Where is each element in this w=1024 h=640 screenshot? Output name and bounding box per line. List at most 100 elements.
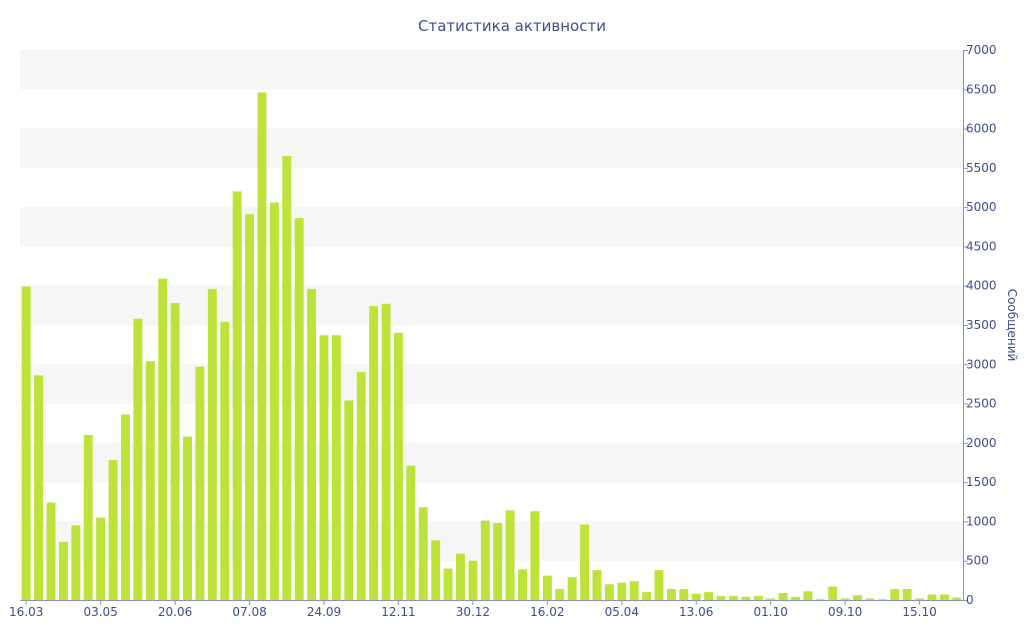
x-axis-ticks: 16.03 03.05 20.06 07.08 24.09 12.11 30.12 16.02… — [9, 600, 937, 619]
bar — [307, 288, 317, 600]
bar — [158, 278, 168, 600]
bar — [555, 589, 565, 600]
bar — [815, 599, 825, 600]
y-tick-label: 6000 — [966, 122, 997, 136]
bar — [567, 577, 577, 600]
bar — [480, 520, 490, 600]
bar — [406, 465, 416, 600]
x-tick-label: 16.02 — [530, 605, 564, 619]
bar — [927, 594, 937, 600]
bar — [431, 540, 441, 600]
bar — [704, 592, 714, 600]
x-tick-label: 16.03 — [9, 605, 43, 619]
bar — [604, 584, 614, 600]
bar — [890, 589, 900, 600]
bar — [121, 414, 130, 600]
bar — [331, 335, 341, 600]
bar — [443, 568, 453, 600]
bar — [393, 332, 403, 600]
bar — [580, 524, 590, 600]
bar — [207, 288, 217, 600]
y-tick-label: 2000 — [966, 436, 997, 450]
bar — [493, 523, 503, 600]
bar — [83, 435, 93, 600]
y-tick-label: 1500 — [966, 475, 997, 489]
bar — [592, 570, 602, 600]
bar — [828, 586, 838, 600]
y-tick-label: 4000 — [966, 279, 997, 293]
y-tick-label: 5000 — [966, 200, 997, 214]
bar — [21, 286, 31, 600]
bar — [629, 581, 639, 600]
y-tick-label: 4500 — [966, 239, 997, 253]
bar — [691, 593, 701, 600]
y-tick-label: 5500 — [966, 161, 997, 175]
grid-band — [20, 128, 963, 168]
bar — [46, 502, 56, 600]
grid-band — [20, 207, 963, 247]
bar — [542, 575, 552, 600]
y-axis-label: Сообщений — [1005, 289, 1019, 362]
bar — [716, 596, 726, 600]
bar — [282, 156, 292, 600]
bar — [741, 596, 751, 600]
bar — [294, 218, 304, 600]
bar — [170, 303, 180, 600]
x-tick-label: 07.08 — [232, 605, 266, 619]
x-tick-label: 05.04 — [605, 605, 639, 619]
bar — [195, 366, 205, 600]
x-tick-label: 30.12 — [456, 605, 490, 619]
bar — [456, 553, 465, 600]
bar — [381, 303, 391, 600]
x-tick-label: 24.09 — [307, 605, 341, 619]
bar — [654, 570, 664, 600]
bar — [71, 525, 81, 600]
bar — [530, 511, 540, 600]
bar — [915, 598, 925, 600]
bar — [245, 214, 255, 600]
bar — [853, 595, 862, 600]
x-tick-label: 13.06 — [679, 605, 713, 619]
bar — [58, 541, 68, 600]
y-tick-label: 0 — [966, 593, 974, 607]
bar — [468, 560, 478, 600]
bar — [232, 191, 242, 600]
bar — [257, 92, 267, 601]
bar — [344, 400, 354, 600]
bar — [952, 597, 962, 600]
bar — [803, 591, 813, 600]
bar — [666, 589, 676, 600]
bar — [418, 507, 428, 600]
x-tick-label: 09.10 — [828, 605, 862, 619]
bars-group — [21, 92, 962, 601]
bar — [939, 594, 949, 600]
bar — [865, 598, 875, 600]
bar — [778, 592, 788, 600]
bar — [791, 596, 800, 600]
bar — [505, 510, 515, 600]
bar — [34, 375, 44, 600]
bar — [145, 361, 155, 600]
bar — [679, 589, 689, 600]
x-tick-label: 15.10 — [902, 605, 936, 619]
bar — [728, 596, 738, 600]
bar — [642, 592, 652, 600]
bar — [877, 599, 887, 600]
x-tick-label: 20.06 — [158, 605, 192, 619]
chart-title: Статистика активности — [418, 17, 606, 35]
bar — [518, 569, 527, 600]
grid-band — [20, 50, 963, 90]
bar — [183, 436, 192, 600]
bar — [319, 335, 329, 600]
y-tick-label: 3000 — [966, 357, 997, 371]
bar — [840, 598, 850, 600]
y-tick-label: 6500 — [966, 82, 997, 96]
bar — [766, 598, 776, 600]
bar — [617, 582, 627, 600]
bar — [220, 321, 230, 600]
y-tick-label: 7000 — [966, 43, 997, 57]
bar — [96, 517, 106, 600]
bar — [753, 596, 763, 600]
bar — [108, 460, 118, 600]
y-tick-label: 1000 — [966, 514, 997, 528]
